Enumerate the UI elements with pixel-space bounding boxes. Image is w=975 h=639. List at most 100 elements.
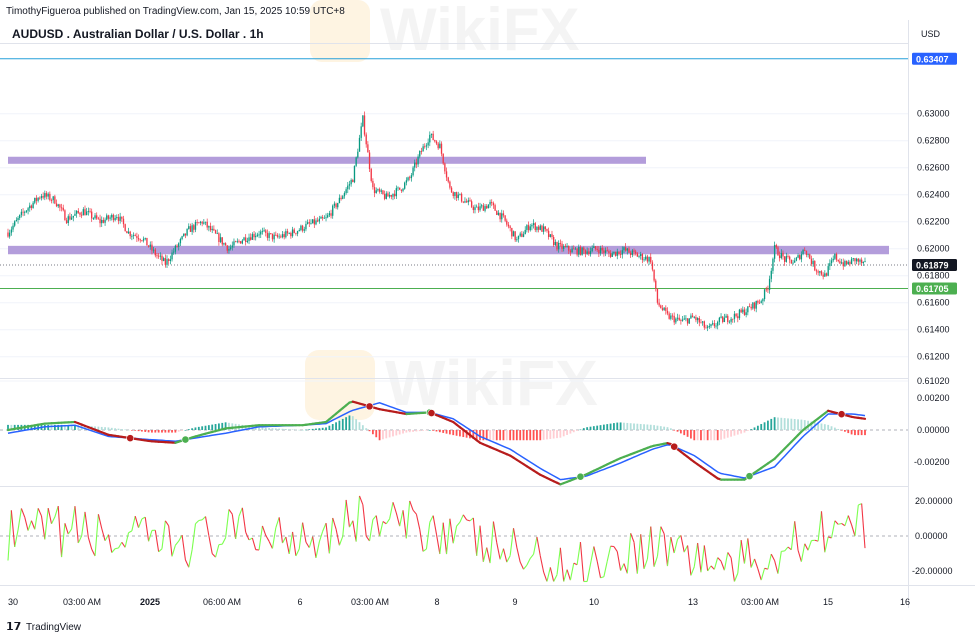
candle-body	[783, 256, 786, 262]
osc-line-segment	[168, 525, 173, 557]
candle-body	[695, 317, 697, 321]
macd-histogram-bar	[499, 430, 502, 441]
candle-body	[449, 181, 451, 188]
osc-line-segment	[858, 503, 862, 506]
osc-line-segment	[620, 563, 625, 571]
candle-body	[233, 241, 235, 246]
osc-line-segment	[94, 514, 99, 557]
candle-body	[618, 251, 620, 254]
osc-line-segment	[171, 545, 176, 557]
candle-body	[717, 321, 719, 326]
time-axis[interactable]: 30 03:00 AM 2025 06:00 AM 6 03:00 AM 8 9 10 13 03:…	[8, 597, 910, 607]
candle-body	[855, 258, 858, 262]
candle-body	[141, 240, 143, 242]
osc-line-segment	[643, 558, 648, 570]
macd-histogram-bar	[395, 430, 398, 436]
candle-body	[748, 306, 751, 308]
macd-histogram-bar	[803, 420, 806, 430]
candle-body	[243, 237, 245, 241]
macd-histogram-bar	[361, 425, 364, 430]
time-tick-label: 15	[823, 597, 833, 607]
macd-histogram-bar	[606, 424, 609, 430]
macd-histogram-bar	[408, 430, 411, 433]
osc-line-segment	[462, 514, 468, 521]
candle-body	[107, 215, 110, 219]
candle-body	[554, 241, 557, 246]
osc-line-segment	[516, 547, 521, 563]
macd-histogram-bar	[823, 424, 826, 430]
osc-line-segment	[670, 537, 675, 554]
macd-histogram-bar	[194, 427, 197, 430]
candle-body	[415, 162, 418, 165]
candle-body	[663, 307, 665, 310]
macd-histogram-bar	[529, 430, 532, 441]
candle-body	[345, 189, 347, 194]
candle-body	[226, 245, 228, 251]
candle-body	[442, 153, 444, 164]
candle-body	[96, 215, 98, 219]
macd-histogram-bar	[10, 424, 13, 430]
candle-body	[715, 325, 717, 327]
candle-body	[681, 319, 684, 321]
candle-body	[658, 302, 660, 306]
osc-line-segment	[84, 511, 89, 538]
macd-histogram-bar	[546, 430, 548, 440]
osc-line-segment	[589, 546, 595, 565]
osc-line-segment	[606, 546, 612, 562]
candle-body	[598, 249, 600, 254]
osc-line-segment	[51, 516, 56, 525]
candle-body	[606, 250, 608, 252]
candle-body	[527, 225, 530, 231]
macd-histogram-bar	[288, 429, 291, 430]
osc-line-segment	[47, 508, 53, 524]
osc-line-segment	[215, 544, 220, 558]
macd-histogram-bar	[415, 430, 418, 432]
macd-tick-label: -0.00200	[914, 457, 950, 467]
price-tick-label: 0.61020	[917, 376, 950, 386]
oscillator-panel	[0, 495, 908, 583]
candle-body	[255, 235, 257, 238]
candle-body	[419, 151, 421, 157]
candle-body	[347, 185, 349, 190]
macd-histogram-bar	[659, 426, 662, 430]
candle-body	[812, 260, 814, 265]
macd-histogram-bar	[679, 430, 682, 434]
candle-body	[777, 247, 779, 256]
macd-panel	[0, 400, 908, 486]
candle-body	[589, 251, 592, 255]
candle-body	[248, 237, 250, 241]
macd-histogram-bar	[70, 424, 73, 430]
candle-body	[424, 146, 426, 148]
macd-histogram-bar	[833, 427, 836, 430]
candle-body	[162, 258, 165, 261]
osc-line-segment	[459, 514, 464, 523]
candle-body	[429, 134, 431, 143]
candle-body	[780, 252, 782, 259]
candle-body	[86, 211, 88, 216]
candle-body	[328, 213, 331, 216]
osc-line-segment	[449, 518, 454, 544]
candle-body	[556, 241, 558, 250]
macd-histogram-bar	[177, 430, 180, 432]
candle-body	[338, 197, 341, 204]
candle-body	[137, 238, 140, 240]
candle-body	[564, 246, 567, 247]
candle-body	[208, 225, 210, 228]
candle-body	[752, 302, 754, 309]
price-axis[interactable]: 0.63000 0.62800 0.62600 0.62400 0.62200 0.620…	[912, 52, 957, 576]
candle-body	[124, 224, 126, 232]
time-tick-label: 16	[900, 597, 910, 607]
candle-body	[519, 233, 521, 236]
tradingview-logo[interactable]: 𝟭𝟳 TradingView	[6, 621, 82, 633]
price-tick-label: 0.62200	[917, 217, 950, 227]
candle-body	[727, 315, 729, 322]
osc-line-segment	[476, 525, 481, 556]
candle-body	[479, 206, 481, 211]
osc-line-segment	[854, 504, 859, 537]
osc-line-segment	[409, 500, 414, 511]
candle-body	[397, 187, 399, 189]
macd-histogram-bar	[97, 426, 100, 430]
candle-body	[186, 228, 188, 236]
osc-line-segment	[546, 567, 551, 582]
